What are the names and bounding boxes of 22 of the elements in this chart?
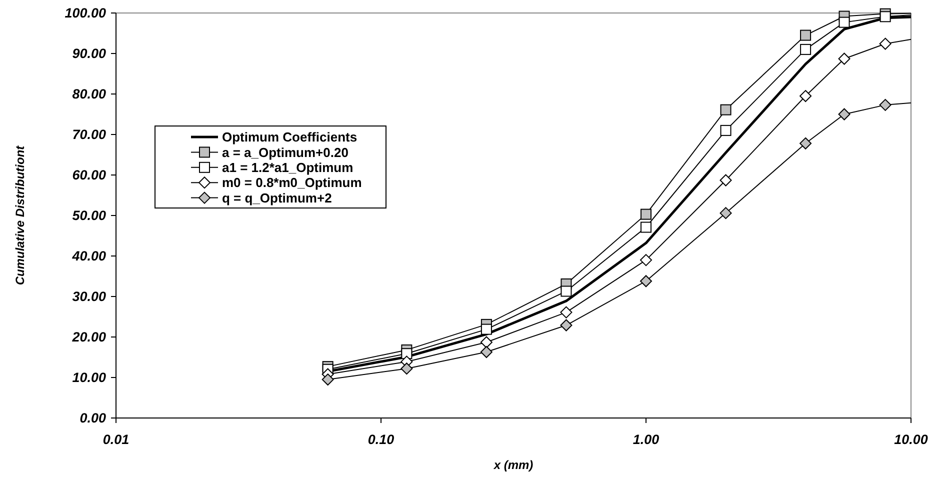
y-tick-label: 70.00: [72, 127, 106, 142]
legend-label: a = a_Optimum+0.20: [222, 144, 348, 160]
y-tick-label: 80.00: [72, 86, 106, 102]
y-tick-label: 60.00: [72, 168, 106, 183]
y-tick-label: 90.00: [72, 46, 106, 62]
legend-label: q = q_Optimum+2: [222, 190, 332, 206]
x-tick-label: 0.10: [368, 432, 395, 447]
y-tick-label: 10.00: [72, 370, 106, 386]
x-tick-label: 1.00: [632, 432, 660, 447]
y-axis-title: Cumulative Distributiont: [13, 144, 27, 286]
legend-label: a1 = 1.2*a1_Optimum: [222, 160, 354, 175]
y-tick-label: 100.00: [64, 6, 106, 21]
y-tick-label: 50.00: [72, 208, 106, 224]
y-tick-label: 20.00: [71, 330, 106, 345]
x-tick-label: 0.01: [102, 432, 130, 447]
y-tick-label: 30.00: [72, 289, 106, 304]
y-tick-label: 40.00: [71, 248, 106, 264]
legend-label: m0 = 0.8*m0_Optimum: [222, 175, 362, 190]
legend-label: Optimum Coefficients: [222, 130, 358, 145]
x-axis-title: x (mm): [492, 458, 534, 472]
x-tick-label: 10.00: [894, 432, 928, 447]
y-tick-label: 0.00: [80, 410, 106, 426]
